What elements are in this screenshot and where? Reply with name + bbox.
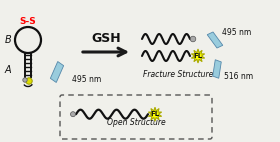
Polygon shape bbox=[213, 60, 221, 78]
Text: S-S: S-S bbox=[20, 17, 36, 26]
Text: FL: FL bbox=[193, 53, 202, 59]
Text: 495 nm: 495 nm bbox=[72, 75, 101, 83]
Text: B: B bbox=[5, 35, 11, 45]
Text: GSH: GSH bbox=[91, 32, 121, 45]
Text: FL: FL bbox=[150, 111, 160, 117]
Polygon shape bbox=[50, 61, 64, 83]
Text: A: A bbox=[5, 65, 11, 75]
Polygon shape bbox=[191, 49, 205, 63]
Circle shape bbox=[23, 78, 27, 82]
Polygon shape bbox=[148, 107, 162, 121]
Text: 495 nm: 495 nm bbox=[222, 28, 251, 36]
Polygon shape bbox=[207, 32, 223, 48]
Text: Open Structure: Open Structure bbox=[107, 118, 165, 127]
Text: 516 nm: 516 nm bbox=[224, 72, 253, 81]
Text: Fracture Structure: Fracture Structure bbox=[143, 70, 213, 79]
Circle shape bbox=[71, 112, 76, 117]
Circle shape bbox=[26, 78, 32, 84]
Circle shape bbox=[190, 36, 196, 42]
